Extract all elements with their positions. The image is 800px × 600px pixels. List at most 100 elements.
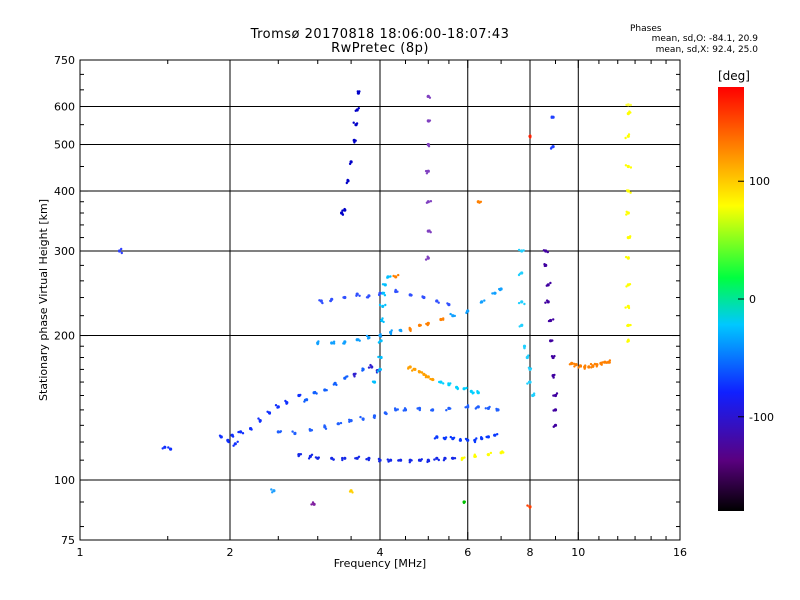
data-point <box>355 122 359 125</box>
data-point <box>625 285 628 288</box>
data-point <box>583 367 586 370</box>
data-point <box>447 303 451 307</box>
data-point <box>445 409 448 412</box>
data-point <box>241 432 245 435</box>
colorbar-unit-label: [deg] <box>718 69 750 83</box>
data-point <box>547 319 551 323</box>
data-point <box>307 457 311 460</box>
data-point <box>628 110 631 113</box>
data-point <box>393 407 397 410</box>
y-tick-label: 200 <box>54 330 75 343</box>
data-point <box>489 451 493 455</box>
data-point <box>371 380 375 383</box>
data-point <box>352 121 355 124</box>
data-point <box>351 491 354 494</box>
data-point <box>381 304 385 308</box>
data-point <box>343 456 347 460</box>
data-point <box>321 301 324 305</box>
data-point <box>577 366 580 369</box>
data-point <box>542 249 546 252</box>
x-tick-label: 16 <box>673 546 687 559</box>
data-point <box>546 250 549 254</box>
data-point <box>317 456 320 459</box>
data-point <box>604 360 607 364</box>
data-point <box>397 459 400 462</box>
data-point <box>523 302 526 306</box>
data-point <box>420 371 424 374</box>
data-point <box>450 456 454 460</box>
data-point <box>385 412 388 415</box>
data-point <box>378 292 381 296</box>
data-point <box>464 406 467 409</box>
data-point <box>329 299 332 303</box>
data-point <box>325 389 328 392</box>
data-point <box>272 489 276 493</box>
data-point <box>480 436 483 440</box>
data-point <box>332 342 336 345</box>
data-point <box>608 361 611 364</box>
data-point <box>473 440 477 444</box>
data-point <box>355 456 359 460</box>
y-tick-label: 500 <box>54 139 75 152</box>
data-point <box>399 458 403 462</box>
data-point <box>378 339 382 343</box>
data-point <box>367 366 371 369</box>
data-point <box>389 275 392 278</box>
data-point <box>218 434 222 437</box>
data-point <box>236 440 239 443</box>
x-tick-label: 4 <box>377 546 384 559</box>
data-point <box>354 139 357 142</box>
data-point <box>551 339 554 342</box>
data-point <box>378 460 381 463</box>
data-point <box>310 453 314 456</box>
data-point <box>550 146 553 149</box>
data-point <box>343 296 347 299</box>
data-point <box>593 362 597 366</box>
data-point <box>465 386 468 390</box>
data-point <box>474 455 477 458</box>
data-point <box>232 444 235 447</box>
data-point <box>161 447 164 450</box>
data-point <box>258 420 262 423</box>
data-point <box>463 456 466 459</box>
data-point <box>418 323 421 327</box>
data-point <box>341 209 344 212</box>
data-point <box>366 337 370 340</box>
data-point <box>555 392 559 395</box>
data-point <box>442 436 445 440</box>
data-point <box>438 380 441 384</box>
data-point <box>436 436 439 439</box>
data-point <box>625 189 629 192</box>
data-point <box>354 457 357 460</box>
data-point <box>529 367 533 370</box>
data-point <box>274 404 278 407</box>
data-point <box>428 96 432 99</box>
colorbar-ticks: 100 0 -100 <box>738 175 774 424</box>
data-point <box>380 318 384 323</box>
data-point <box>381 283 385 286</box>
data-point <box>365 458 368 461</box>
data-point <box>462 501 466 505</box>
data-point <box>271 491 274 494</box>
data-point <box>608 359 612 362</box>
data-point <box>403 407 407 410</box>
data-point <box>389 332 393 336</box>
data-point <box>429 200 433 203</box>
data-point <box>316 342 319 346</box>
data-point <box>553 354 556 358</box>
axis-layer: 1 2 4 6 8 10 16 75 100 200 300 400 500 600 750 Frequenc… <box>37 54 687 570</box>
data-point <box>545 284 548 287</box>
data-point <box>549 281 552 285</box>
data-point <box>624 306 627 309</box>
x-tick-label: 1 <box>77 546 84 559</box>
data-point <box>453 314 456 318</box>
data-point <box>367 456 371 460</box>
data-point <box>367 458 370 462</box>
data-point <box>591 365 595 368</box>
data-point <box>595 363 599 367</box>
data-point <box>386 458 389 461</box>
data-point <box>299 393 302 397</box>
data-point <box>465 438 468 441</box>
data-point <box>518 272 522 275</box>
data-point <box>426 143 430 147</box>
